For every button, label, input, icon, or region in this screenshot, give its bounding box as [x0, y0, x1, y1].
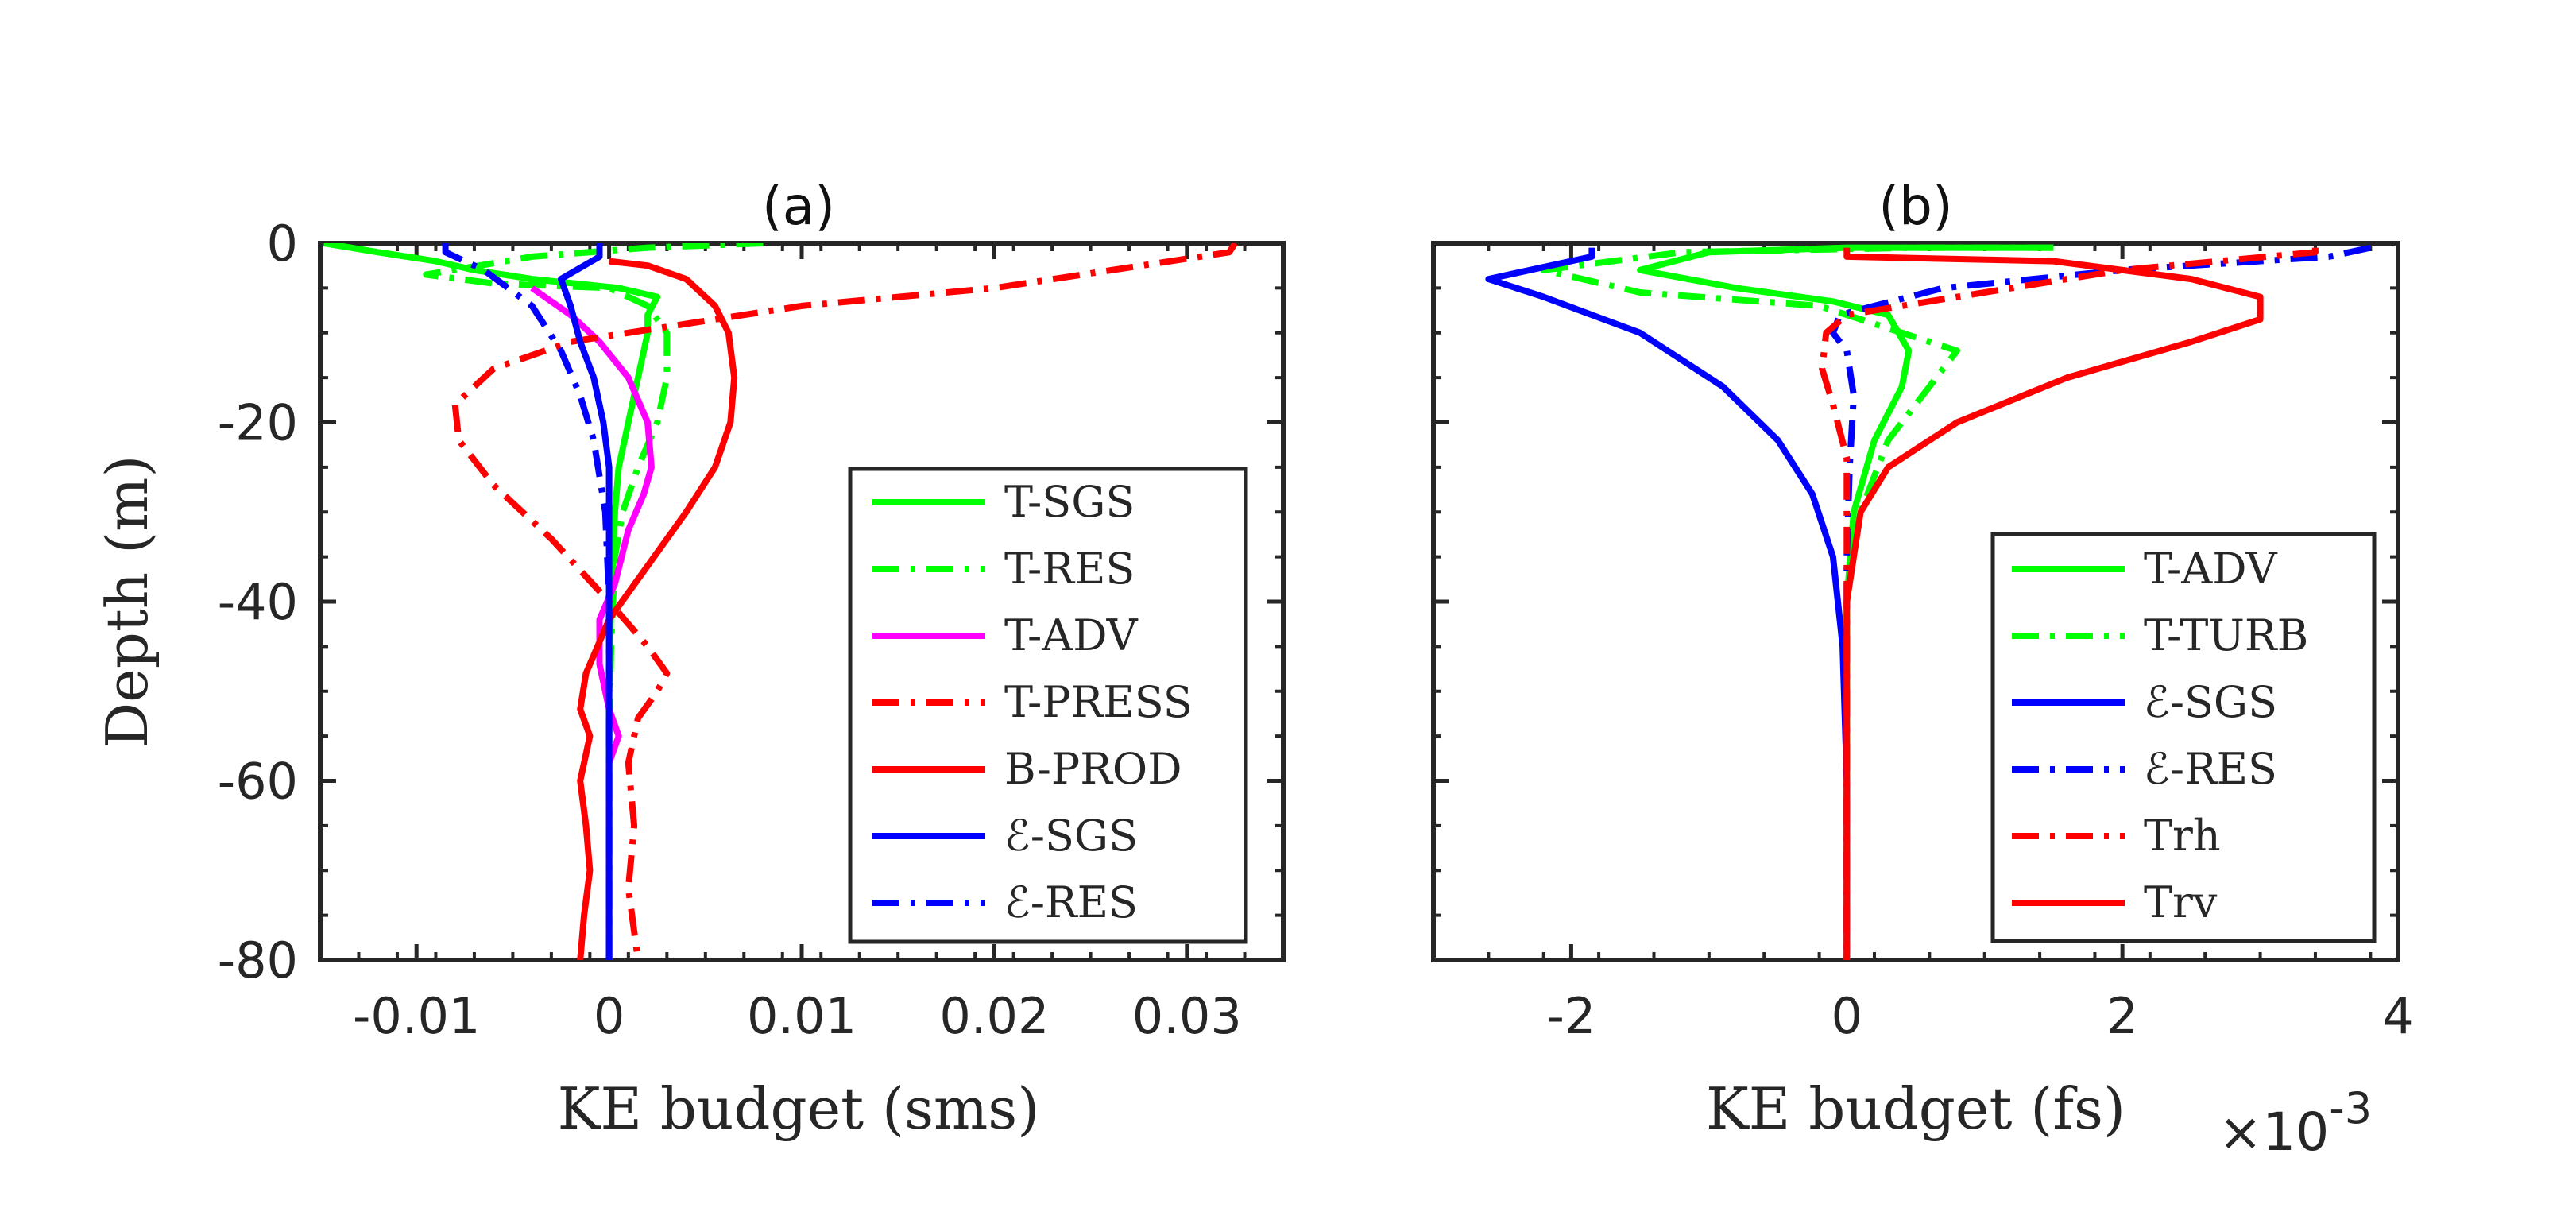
panel-b-legend-box: [1990, 532, 2377, 943]
legend-label-2: T-RES: [1004, 544, 1135, 594]
panel-b-legend: T-ADV T-TURB ℰ-SGS ℰ-RES Trh Trv: [1990, 532, 2377, 943]
panel-b-series: [1485, 244, 2372, 960]
panel-a-ytick-labels: 0 -20 -40 -60 -80: [218, 215, 298, 989]
legend-label-1: T-SGS: [1004, 477, 1135, 527]
panel-b-exponent-label: ×10-3: [2218, 1083, 2372, 1163]
xtick-label-2: 2: [2106, 987, 2137, 1045]
ytick-label-3: -60: [218, 753, 298, 811]
legend-label-3: ℰ-SGS: [2144, 677, 2277, 727]
xtick-label-1: 0: [1831, 987, 1862, 1045]
legend-label-6: ℰ-SGS: [1004, 811, 1138, 861]
legend-label-4: T-PRESS: [1004, 677, 1193, 727]
ytick-label-0: 0: [267, 215, 298, 273]
panel-a: (a) -0.01 0 0.01 0.02 0.03 0 -20 -40 -60 -80 KE …: [94, 176, 1286, 1142]
series-line-3: [1485, 247, 1851, 960]
series-line-6: [1843, 247, 2264, 960]
xtick-label-3: 0.02: [939, 987, 1049, 1045]
legend-label-2: T-TURB: [2144, 610, 2308, 660]
legend-label-5: B-PROD: [1004, 744, 1182, 794]
legend-label-7: ℰ-RES: [1004, 877, 1138, 927]
panel-a-ticks: [319, 241, 1285, 962]
panel-a-legend-box: [848, 467, 1248, 944]
legend-label-4: ℰ-RES: [2144, 744, 2277, 794]
panel-a-xlabel: KE budget (sms): [558, 1075, 1040, 1142]
panel-b-xlabel: KE budget (fs): [1706, 1075, 2125, 1142]
xtick-label-4: 0.03: [1132, 987, 1242, 1045]
xtick-label-0: -0.01: [353, 987, 480, 1045]
panel-b-exponent-base: ×10: [2218, 1102, 2329, 1163]
panel-a-xtick-labels: -0.01 0 0.01 0.02 0.03: [353, 987, 1242, 1045]
series-line-5: [1819, 247, 2319, 960]
panel-a-series: [323, 243, 1238, 960]
series-line-5: [577, 258, 738, 960]
panel-b-exponent-power: -3: [2329, 1083, 2372, 1133]
panel-a-ylabel: Depth (m): [94, 455, 161, 748]
xtick-label-0: -2: [1547, 987, 1596, 1045]
ytick-label-2: -40: [218, 573, 298, 631]
series-line-3: [530, 285, 655, 960]
legend-label-1: T-ADV: [2144, 544, 2278, 594]
legend-label-5: Trh: [2144, 811, 2221, 861]
panel-b-xtick-labels: -2 0 2 4: [1547, 987, 2414, 1045]
legend-label-3: T-ADV: [1004, 610, 1139, 660]
panel-a-title: (a): [762, 176, 835, 237]
legend-label-6: Trv: [2144, 877, 2218, 927]
xtick-label-3: 4: [2382, 987, 2413, 1045]
panel-b: (b) -2 0 2 4 KE budget (fs) ×10-3 T-ADV T-TU…: [1431, 176, 2414, 1163]
panel-b-title: (b): [1878, 176, 1952, 237]
panel-b-ticks: [1432, 241, 2400, 962]
panel-a-legend: T-SGS T-RES T-ADV T-PRESS B-PROD ℰ-SGS ℰ-RES: [848, 467, 1248, 944]
ytick-label-1: -20: [218, 394, 298, 452]
series-line-4: [451, 243, 1238, 960]
xtick-label-1: 0: [594, 987, 625, 1045]
xtick-label-2: 0.01: [747, 987, 857, 1045]
series-line-6: [558, 243, 613, 960]
ytick-label-4: -80: [218, 931, 298, 989]
